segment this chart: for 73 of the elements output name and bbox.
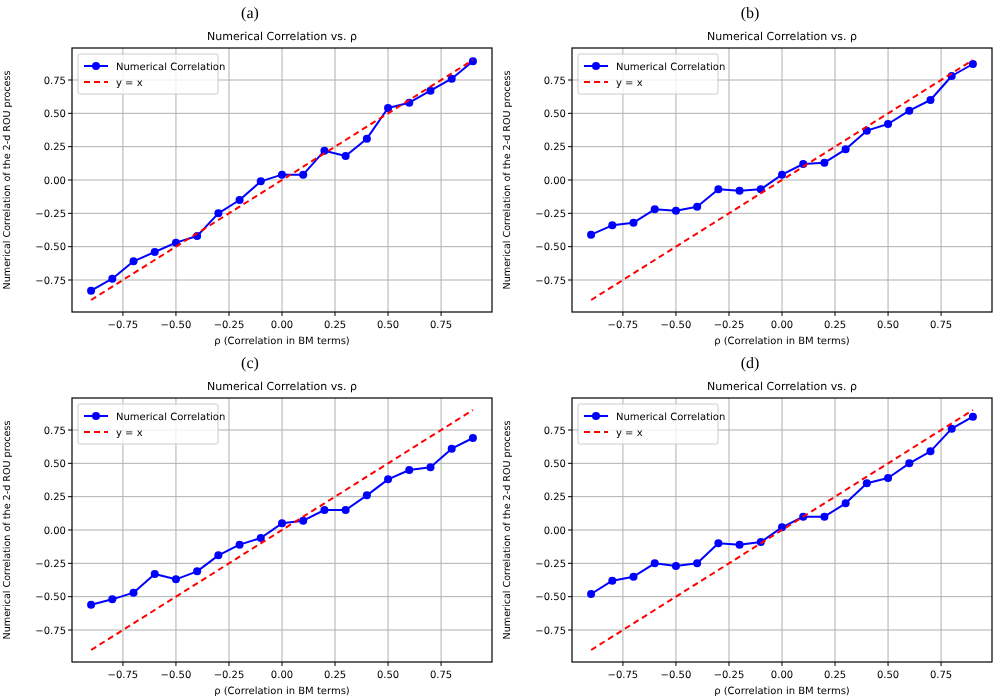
point — [299, 170, 308, 179]
point — [608, 221, 617, 230]
point — [214, 209, 223, 218]
point — [362, 491, 371, 500]
point — [108, 274, 117, 283]
point — [693, 202, 702, 211]
point — [905, 459, 914, 468]
point — [820, 158, 829, 167]
line-series — [590, 409, 974, 651]
point — [629, 218, 638, 227]
point — [129, 588, 138, 597]
point — [884, 120, 893, 128]
point — [256, 534, 265, 542]
point — [862, 479, 871, 488]
point — [87, 286, 96, 295]
point — [405, 466, 414, 474]
point — [426, 463, 435, 472]
point — [193, 567, 202, 576]
point — [362, 134, 371, 143]
point — [320, 506, 329, 514]
point — [171, 575, 180, 584]
point — [778, 170, 786, 179]
point — [587, 590, 596, 598]
point — [468, 434, 477, 442]
point — [629, 572, 638, 581]
point — [299, 516, 308, 525]
point — [735, 186, 744, 195]
point — [926, 447, 935, 456]
point — [150, 570, 159, 578]
point — [447, 74, 456, 83]
text: (b) — [740, 4, 760, 22]
point — [650, 559, 659, 568]
point — [426, 86, 435, 95]
point — [820, 512, 829, 521]
text: (a) — [241, 4, 260, 22]
point — [714, 539, 723, 548]
point — [905, 106, 914, 115]
point — [87, 600, 96, 609]
point — [341, 152, 350, 160]
point — [693, 559, 702, 568]
point — [341, 506, 350, 514]
point — [735, 540, 744, 549]
point — [671, 206, 680, 215]
point — [235, 540, 244, 549]
point — [841, 145, 850, 154]
point — [968, 412, 977, 421]
point — [884, 474, 893, 482]
point — [468, 57, 477, 66]
point — [841, 499, 850, 508]
text: (d) — [740, 354, 760, 372]
point — [129, 257, 138, 266]
point — [447, 444, 456, 453]
point — [587, 230, 596, 239]
point — [608, 576, 617, 585]
point — [278, 170, 286, 179]
point — [947, 424, 956, 433]
point — [714, 185, 723, 194]
point — [384, 104, 393, 112]
point — [650, 205, 659, 214]
point — [778, 523, 786, 532]
point — [278, 519, 286, 528]
point — [235, 196, 244, 204]
point — [150, 248, 159, 256]
line-series — [90, 409, 474, 651]
point — [671, 562, 680, 570]
point — [108, 595, 117, 604]
point — [214, 551, 223, 560]
line-series — [590, 59, 974, 301]
text: (c) — [241, 354, 260, 372]
point — [256, 177, 265, 186]
point — [384, 475, 393, 484]
point — [926, 96, 935, 104]
point — [968, 60, 977, 68]
